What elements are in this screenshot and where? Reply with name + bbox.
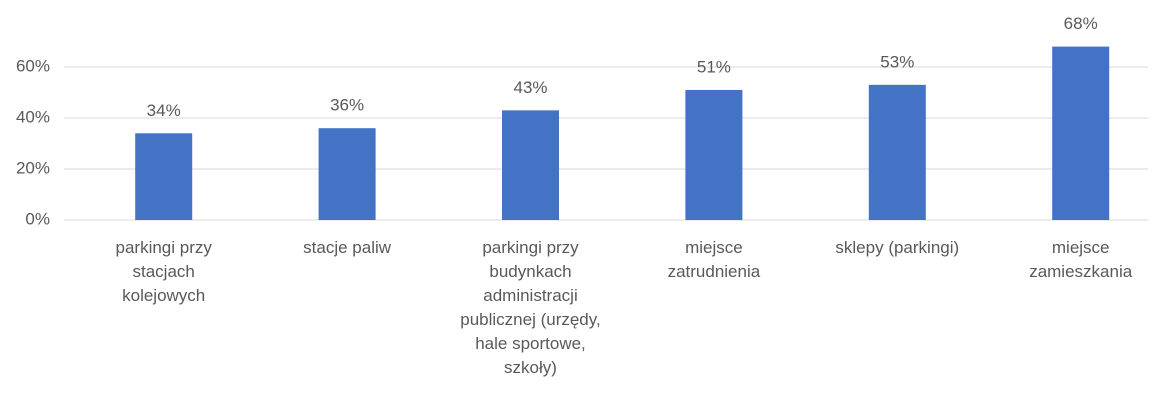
y-tick-label: 0% xyxy=(25,209,50,228)
data-label: 68% xyxy=(1064,14,1098,33)
y-tick-label: 20% xyxy=(16,158,50,177)
bar xyxy=(1052,46,1110,220)
x-tick-label: parkingi przy budynkach administracji pu… xyxy=(460,238,601,377)
x-tick-label: sklepy (parkingi) xyxy=(835,238,960,257)
y-tick-label: 60% xyxy=(16,56,50,75)
data-label: 51% xyxy=(697,57,731,76)
bar xyxy=(685,89,743,220)
x-tick-label: stacje paliw xyxy=(303,238,392,257)
x-tick-label: miejsce zatrudnienia xyxy=(667,238,761,281)
x-tick-label: parkingi przy stacjach kolejowych xyxy=(115,238,212,305)
y-tick-label: 40% xyxy=(16,107,50,126)
bar xyxy=(135,133,193,220)
data-label: 34% xyxy=(147,101,181,120)
bar xyxy=(868,84,926,220)
data-label: 53% xyxy=(880,52,914,71)
data-label: 36% xyxy=(330,96,364,115)
bar xyxy=(318,128,376,220)
data-label: 43% xyxy=(513,78,547,97)
bar xyxy=(502,110,559,220)
x-tick-label: miejsce zamieszkania xyxy=(1029,238,1133,281)
